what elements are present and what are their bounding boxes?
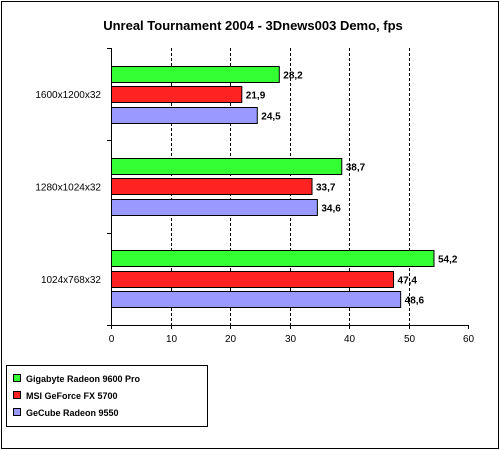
bar bbox=[111, 178, 313, 195]
legend-item-gigabyte: Gigabyte Radeon 9600 Pro bbox=[13, 374, 140, 385]
data-label: 21,9 bbox=[246, 91, 266, 102]
bar bbox=[111, 271, 395, 288]
legend-swatch-gecube bbox=[13, 408, 21, 416]
bar bbox=[111, 107, 258, 124]
legend-item-msi: MSI GeForce FX 5700 bbox=[13, 391, 118, 402]
chart-title: Unreal Tournament 2004 - 3Dnews003 Demo,… bbox=[103, 18, 403, 33]
category-label: 1280x1024x32 bbox=[35, 183, 101, 194]
x-tick-label: 50 bbox=[404, 334, 416, 345]
data-label: 48,6 bbox=[405, 296, 425, 307]
bar bbox=[111, 86, 243, 103]
x-tick-label: 60 bbox=[463, 334, 475, 345]
legend-label-gigabyte: Gigabyte Radeon 9600 Pro bbox=[26, 374, 141, 384]
bar bbox=[111, 66, 280, 83]
bar bbox=[111, 158, 343, 175]
data-label: 33,7 bbox=[316, 183, 336, 194]
data-label: 28,2 bbox=[283, 71, 303, 82]
bar bbox=[111, 250, 435, 267]
legend-label-msi: MSI GeForce FX 5700 bbox=[26, 391, 118, 401]
data-label: 38,7 bbox=[346, 163, 366, 174]
category-label: 1600x1200x32 bbox=[35, 90, 101, 101]
data-label: 47,4 bbox=[398, 276, 418, 287]
x-tick-label: 20 bbox=[225, 334, 237, 345]
legend-swatch-gigabyte bbox=[13, 374, 21, 382]
category-label: 1024x768x32 bbox=[41, 275, 101, 286]
data-label: 34,6 bbox=[321, 204, 341, 215]
bar bbox=[111, 291, 402, 308]
data-label: 24,5 bbox=[261, 112, 281, 123]
data-label: 54,2 bbox=[438, 255, 458, 266]
legend-label-gecube: GeCube Radeon 9550 bbox=[26, 408, 119, 418]
bar bbox=[111, 199, 318, 216]
x-tick-label: 10 bbox=[166, 334, 178, 345]
x-tick-label: 30 bbox=[285, 334, 297, 345]
x-tick-label: 0 bbox=[109, 334, 115, 345]
legend: Gigabyte Radeon 9600 Pro MSI GeForce FX … bbox=[6, 365, 208, 427]
legend-swatch-msi bbox=[13, 391, 21, 399]
x-tick-label: 40 bbox=[344, 334, 356, 345]
legend-item-gecube: GeCube Radeon 9550 bbox=[13, 408, 119, 419]
